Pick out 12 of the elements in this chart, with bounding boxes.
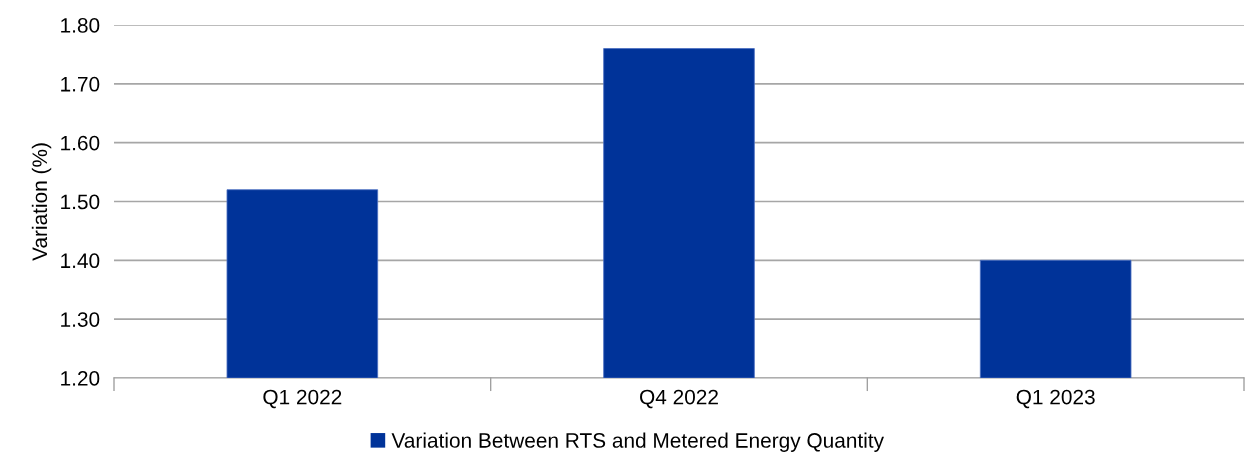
x-tick-label: Q4 2022 — [640, 389, 718, 409]
y-tick-label: 1.70 — [61, 76, 100, 92]
y-tick-label: 1.80 — [61, 18, 100, 33]
legend-label: Variation Between RTS and Metered Energy Quantity — [391, 432, 884, 452]
x-tick-label: Q1 2023 — [1016, 389, 1095, 409]
x-tick-label: Q1 2022 — [263, 389, 342, 409]
y-tick-label: 1.30 — [61, 312, 100, 327]
y-tick-label: 1.20 — [61, 371, 100, 386]
y-axis-title: Variation (%) — [31, 143, 52, 261]
y-tick-label: 1.60 — [61, 135, 100, 151]
y-tick-label: 1.40 — [61, 253, 100, 269]
y-tick-label: 1.50 — [61, 194, 100, 210]
